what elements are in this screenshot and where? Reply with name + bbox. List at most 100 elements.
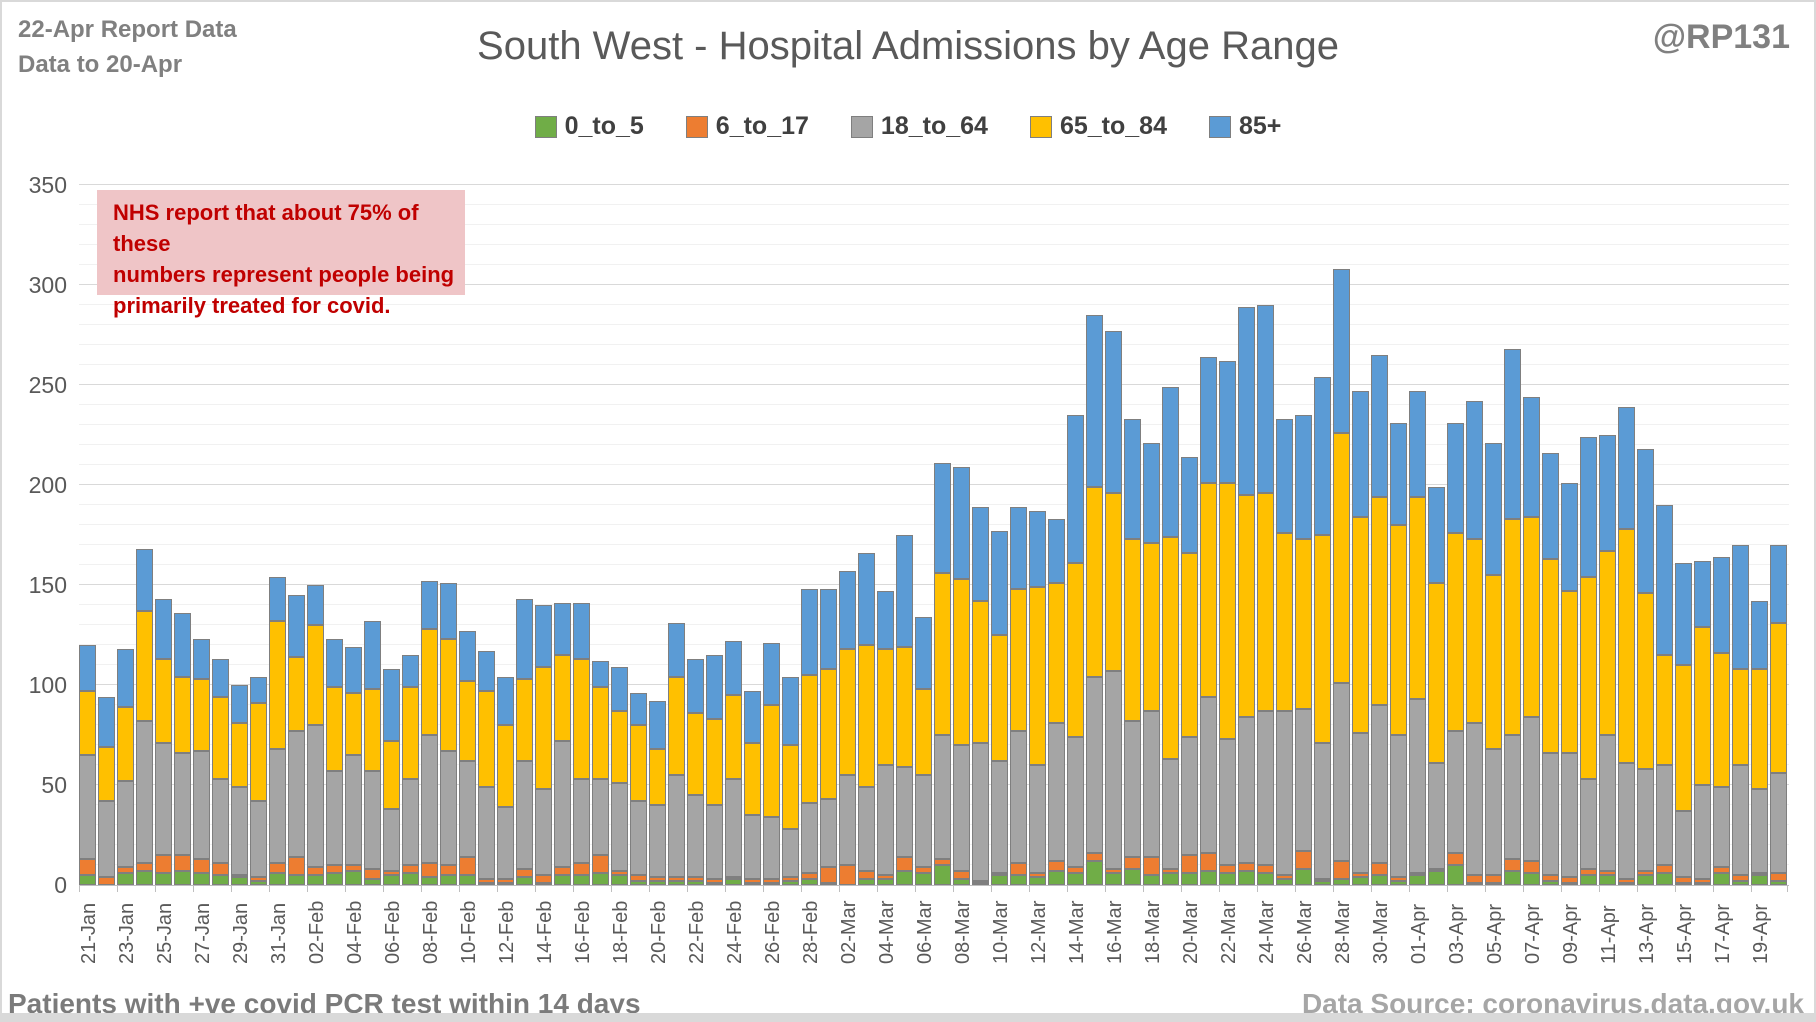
segment-0_to_5 — [630, 881, 647, 885]
legend-item-6_to_17: 6_to_17 — [685, 112, 809, 141]
segment-18_to_64 — [1409, 699, 1426, 873]
segment-65_to_84 — [1713, 653, 1730, 787]
x-axis-tick — [79, 885, 80, 892]
segment-18_to_64 — [250, 801, 267, 877]
segment-65_to_84 — [649, 749, 666, 805]
segment-85+ — [1086, 315, 1103, 487]
bar-01-Mar — [820, 589, 837, 885]
segment-6_to_17 — [801, 873, 818, 879]
segment-18_to_64 — [478, 787, 495, 879]
segment-85+ — [1599, 435, 1616, 551]
segment-0_to_5 — [1390, 881, 1407, 885]
segment-6_to_17 — [687, 877, 704, 881]
segment-85+ — [630, 693, 647, 725]
x-axis-label: 18-Feb — [609, 900, 632, 964]
segment-85+ — [611, 667, 628, 711]
bar-03-Apr — [1447, 423, 1464, 885]
x-axis-tick — [763, 885, 764, 892]
x-axis-line — [79, 885, 1789, 886]
segment-65_to_84 — [877, 649, 894, 765]
bar-14-Apr — [1656, 505, 1673, 885]
segment-18_to_64 — [1675, 811, 1692, 877]
segment-85+ — [1276, 419, 1293, 533]
segment-18_to_64 — [1029, 765, 1046, 873]
segment-65_to_84 — [1561, 591, 1578, 753]
segment-6_to_17 — [782, 877, 799, 881]
x-axis-label: 22-Feb — [685, 900, 708, 964]
segment-6_to_17 — [1295, 851, 1312, 869]
segment-0_to_5 — [79, 875, 96, 885]
segment-6_to_17 — [212, 863, 229, 875]
x-axis-tick — [459, 885, 460, 892]
segment-0_to_5 — [1371, 875, 1388, 885]
segment-0_to_5 — [1656, 873, 1673, 885]
segment-0_to_5 — [1219, 873, 1236, 885]
x-axis-label: 10-Feb — [457, 900, 480, 964]
segment-85+ — [421, 581, 438, 629]
segment-85+ — [1428, 487, 1445, 583]
segment-85+ — [763, 643, 780, 705]
bar-26-Mar — [1295, 415, 1312, 885]
segment-0_to_5 — [953, 879, 970, 885]
bar-05-Feb — [364, 621, 381, 885]
bar-05-Apr — [1485, 443, 1502, 885]
segment-85+ — [649, 701, 666, 749]
x-axis-tick — [1257, 885, 1258, 892]
segment-65_to_84 — [1333, 433, 1350, 683]
segment-65_to_84 — [364, 689, 381, 771]
segment-0_to_5 — [858, 879, 875, 885]
segment-0_to_5 — [782, 881, 799, 885]
segment-85+ — [1124, 419, 1141, 539]
segment-65_to_84 — [782, 745, 799, 829]
segment-0_to_5 — [972, 883, 989, 885]
segment-0_to_5 — [155, 873, 172, 885]
segment-18_to_64 — [288, 731, 305, 857]
segment-65_to_84 — [1409, 497, 1426, 699]
segment-0_to_5 — [1181, 873, 1198, 885]
segment-65_to_84 — [1143, 543, 1160, 711]
bar-06-Feb — [383, 669, 400, 885]
segment-0_to_5 — [421, 877, 438, 885]
segment-6_to_17 — [1675, 877, 1692, 883]
bar-31-Mar — [1390, 423, 1407, 885]
segment-85+ — [972, 507, 989, 601]
segment-18_to_64 — [649, 805, 666, 877]
segment-65_to_84 — [1181, 553, 1198, 737]
bar-24-Jan — [136, 549, 153, 885]
segment-6_to_17 — [953, 871, 970, 879]
segment-18_to_64 — [839, 775, 856, 865]
segment-85+ — [231, 685, 248, 723]
x-axis-label: 08-Feb — [419, 900, 442, 964]
segment-6_to_17 — [991, 873, 1008, 875]
segment-85+ — [1390, 423, 1407, 525]
segment-18_to_64 — [193, 751, 210, 859]
y-axis-label: 300 — [28, 272, 67, 298]
bar-11-Feb — [478, 651, 495, 885]
segment-6_to_17 — [269, 863, 286, 873]
segment-18_to_64 — [1010, 731, 1027, 863]
x-axis-label: 08-Mar — [951, 900, 974, 964]
segment-85+ — [478, 651, 495, 691]
segment-6_to_17 — [630, 875, 647, 881]
annotation-line2: numbers represent people being — [113, 262, 455, 287]
x-axis-tick — [193, 885, 194, 892]
bar-08-Apr — [1542, 453, 1559, 885]
segment-18_to_64 — [1732, 765, 1749, 875]
segment-65_to_84 — [459, 681, 476, 761]
segment-18_to_64 — [155, 743, 172, 855]
segment-85+ — [1523, 397, 1540, 517]
bars-container — [79, 185, 1789, 885]
bar-21-Feb — [668, 623, 685, 885]
segment-0_to_5 — [478, 883, 495, 885]
segment-65_to_84 — [1124, 539, 1141, 721]
segment-6_to_17 — [706, 879, 723, 883]
segment-18_to_64 — [1352, 733, 1369, 873]
segment-18_to_64 — [1124, 721, 1141, 857]
segment-18_to_64 — [269, 749, 286, 863]
segment-6_to_17 — [1276, 875, 1293, 879]
segment-6_to_17 — [1162, 869, 1179, 873]
bar-23-Feb — [706, 655, 723, 885]
x-axis-tick — [1787, 885, 1788, 892]
segment-18_to_64 — [1466, 723, 1483, 875]
segment-0_to_5 — [1086, 861, 1103, 885]
